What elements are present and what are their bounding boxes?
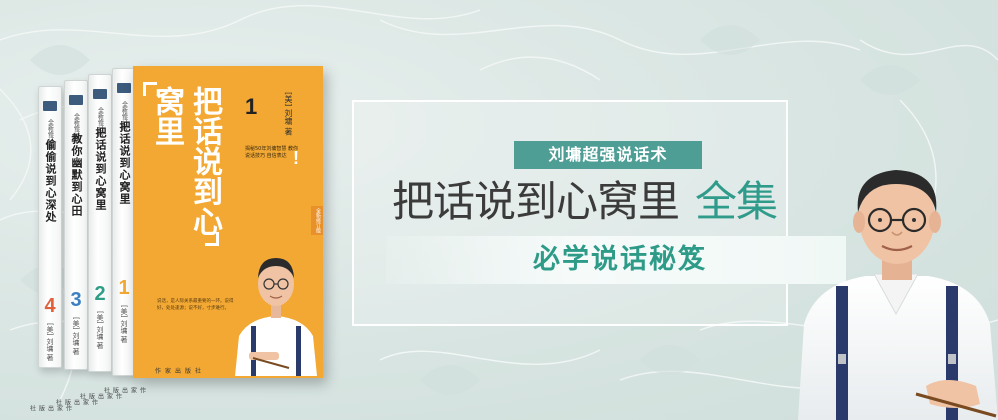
spine-title: 教你幽默到心田 <box>68 133 84 217</box>
series-badge <box>93 89 107 99</box>
book-spine-4: 全新修订版 偷偷说到心深处 4 [美] 刘墉 著 作家出版社 <box>38 86 62 368</box>
cover-publisher: 作家出版社 <box>155 366 205 375</box>
book-spine-2: 全新修订版 把话说到心窝里 2 [美] 刘墉 著 作家出版社 <box>88 74 112 372</box>
subline: 必学说话秘笈 <box>498 240 742 280</box>
series-tag: 刘墉超强说话术 <box>514 141 702 169</box>
title-bracket-bottom <box>205 232 219 246</box>
cover-author: [美] 刘墉 著 <box>283 92 294 135</box>
spine-publisher: 作家出版社 <box>102 387 147 395</box>
series-badge <box>117 83 131 93</box>
headline: 把话说到心窝里 全集 <box>392 174 777 234</box>
cover-quote: 说话，是人际关系最重要的一环。说得好，处处逢源；说不好，寸步难行。 <box>157 298 237 312</box>
author-portrait <box>796 154 998 420</box>
spine-author: [美] 刘墉 著 <box>71 317 81 355</box>
series-badge <box>43 101 57 111</box>
volume-number: 3 <box>65 289 87 312</box>
spine-author: [美] 刘墉 著 <box>95 311 105 349</box>
book-cover-volume-1: 把话说到心窝里 1 [美] 刘墉 著 揭秘50年刘墉智慧 教你说话技巧 自信表达… <box>133 66 323 378</box>
cover-exclamation: ! <box>293 148 299 169</box>
headline-accent: 全集 <box>695 177 777 226</box>
cover-volume-number: 1 <box>245 94 257 120</box>
author-portrait-small <box>229 226 323 376</box>
volume-number: 2 <box>89 283 111 306</box>
volume-number: 1 <box>113 277 135 300</box>
spine-title: 偷偷说到心深处 <box>42 139 58 223</box>
spine-title: 把话说到心窝里 <box>116 121 132 205</box>
spine-author: [美] 刘墉 著 <box>119 305 129 343</box>
headline-main: 把话说到心窝里 <box>392 177 679 226</box>
series-badge <box>69 95 83 105</box>
spine-author: [美] 刘墉 著 <box>45 323 55 361</box>
cover-title: 把话说到心窝里 <box>147 86 223 246</box>
book-spine-3: 全新修订版 教你幽默到心田 3 [美] 刘墉 著 作家出版社 <box>64 80 88 370</box>
volume-number: 4 <box>39 295 61 318</box>
spine-title: 把话说到心窝里 <box>92 127 108 211</box>
